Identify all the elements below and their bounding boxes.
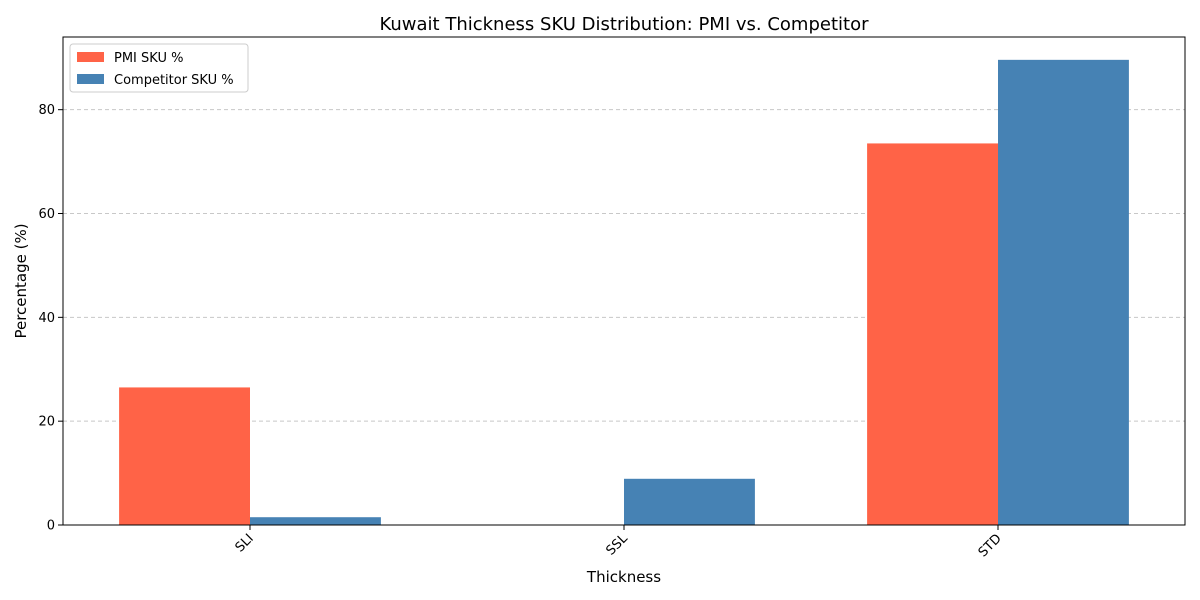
- x-axis-label: Thickness: [586, 568, 661, 586]
- legend-entry: Competitor SKU %: [114, 73, 234, 88]
- chart-title: Kuwait Thickness SKU Distribution: PMI v…: [379, 14, 869, 35]
- legend-entry: PMI SKU %: [114, 51, 183, 66]
- x-axis: SLI SSL STD: [233, 525, 1005, 560]
- x-tick-label: STD: [976, 531, 1005, 560]
- bar-pmi-std: [867, 143, 998, 525]
- bars: [119, 59, 1129, 525]
- y-tick-label: 60: [38, 207, 55, 222]
- bar-competitor-ssl: [624, 478, 755, 525]
- legend-swatch: [77, 74, 104, 84]
- legend-frame: [69, 43, 249, 93]
- legend-swatch: [77, 52, 104, 62]
- bar-pmi-sli: [119, 387, 250, 525]
- bar-competitor-std: [998, 59, 1129, 525]
- bar-competitor-sli: [250, 517, 381, 525]
- y-axis-label: Percentage (%): [12, 223, 30, 338]
- y-tick-label: 80: [38, 103, 55, 118]
- y-tick-label: 20: [38, 415, 55, 430]
- x-tick-label: SSL: [603, 531, 631, 559]
- y-tick-label: 40: [38, 311, 55, 326]
- y-tick-label: 0: [47, 519, 55, 534]
- y-axis: 0 20 40 60 80: [38, 103, 63, 534]
- x-tick-label: SLI: [233, 531, 257, 555]
- legend: PMI SKU % Competitor SKU %: [69, 43, 249, 93]
